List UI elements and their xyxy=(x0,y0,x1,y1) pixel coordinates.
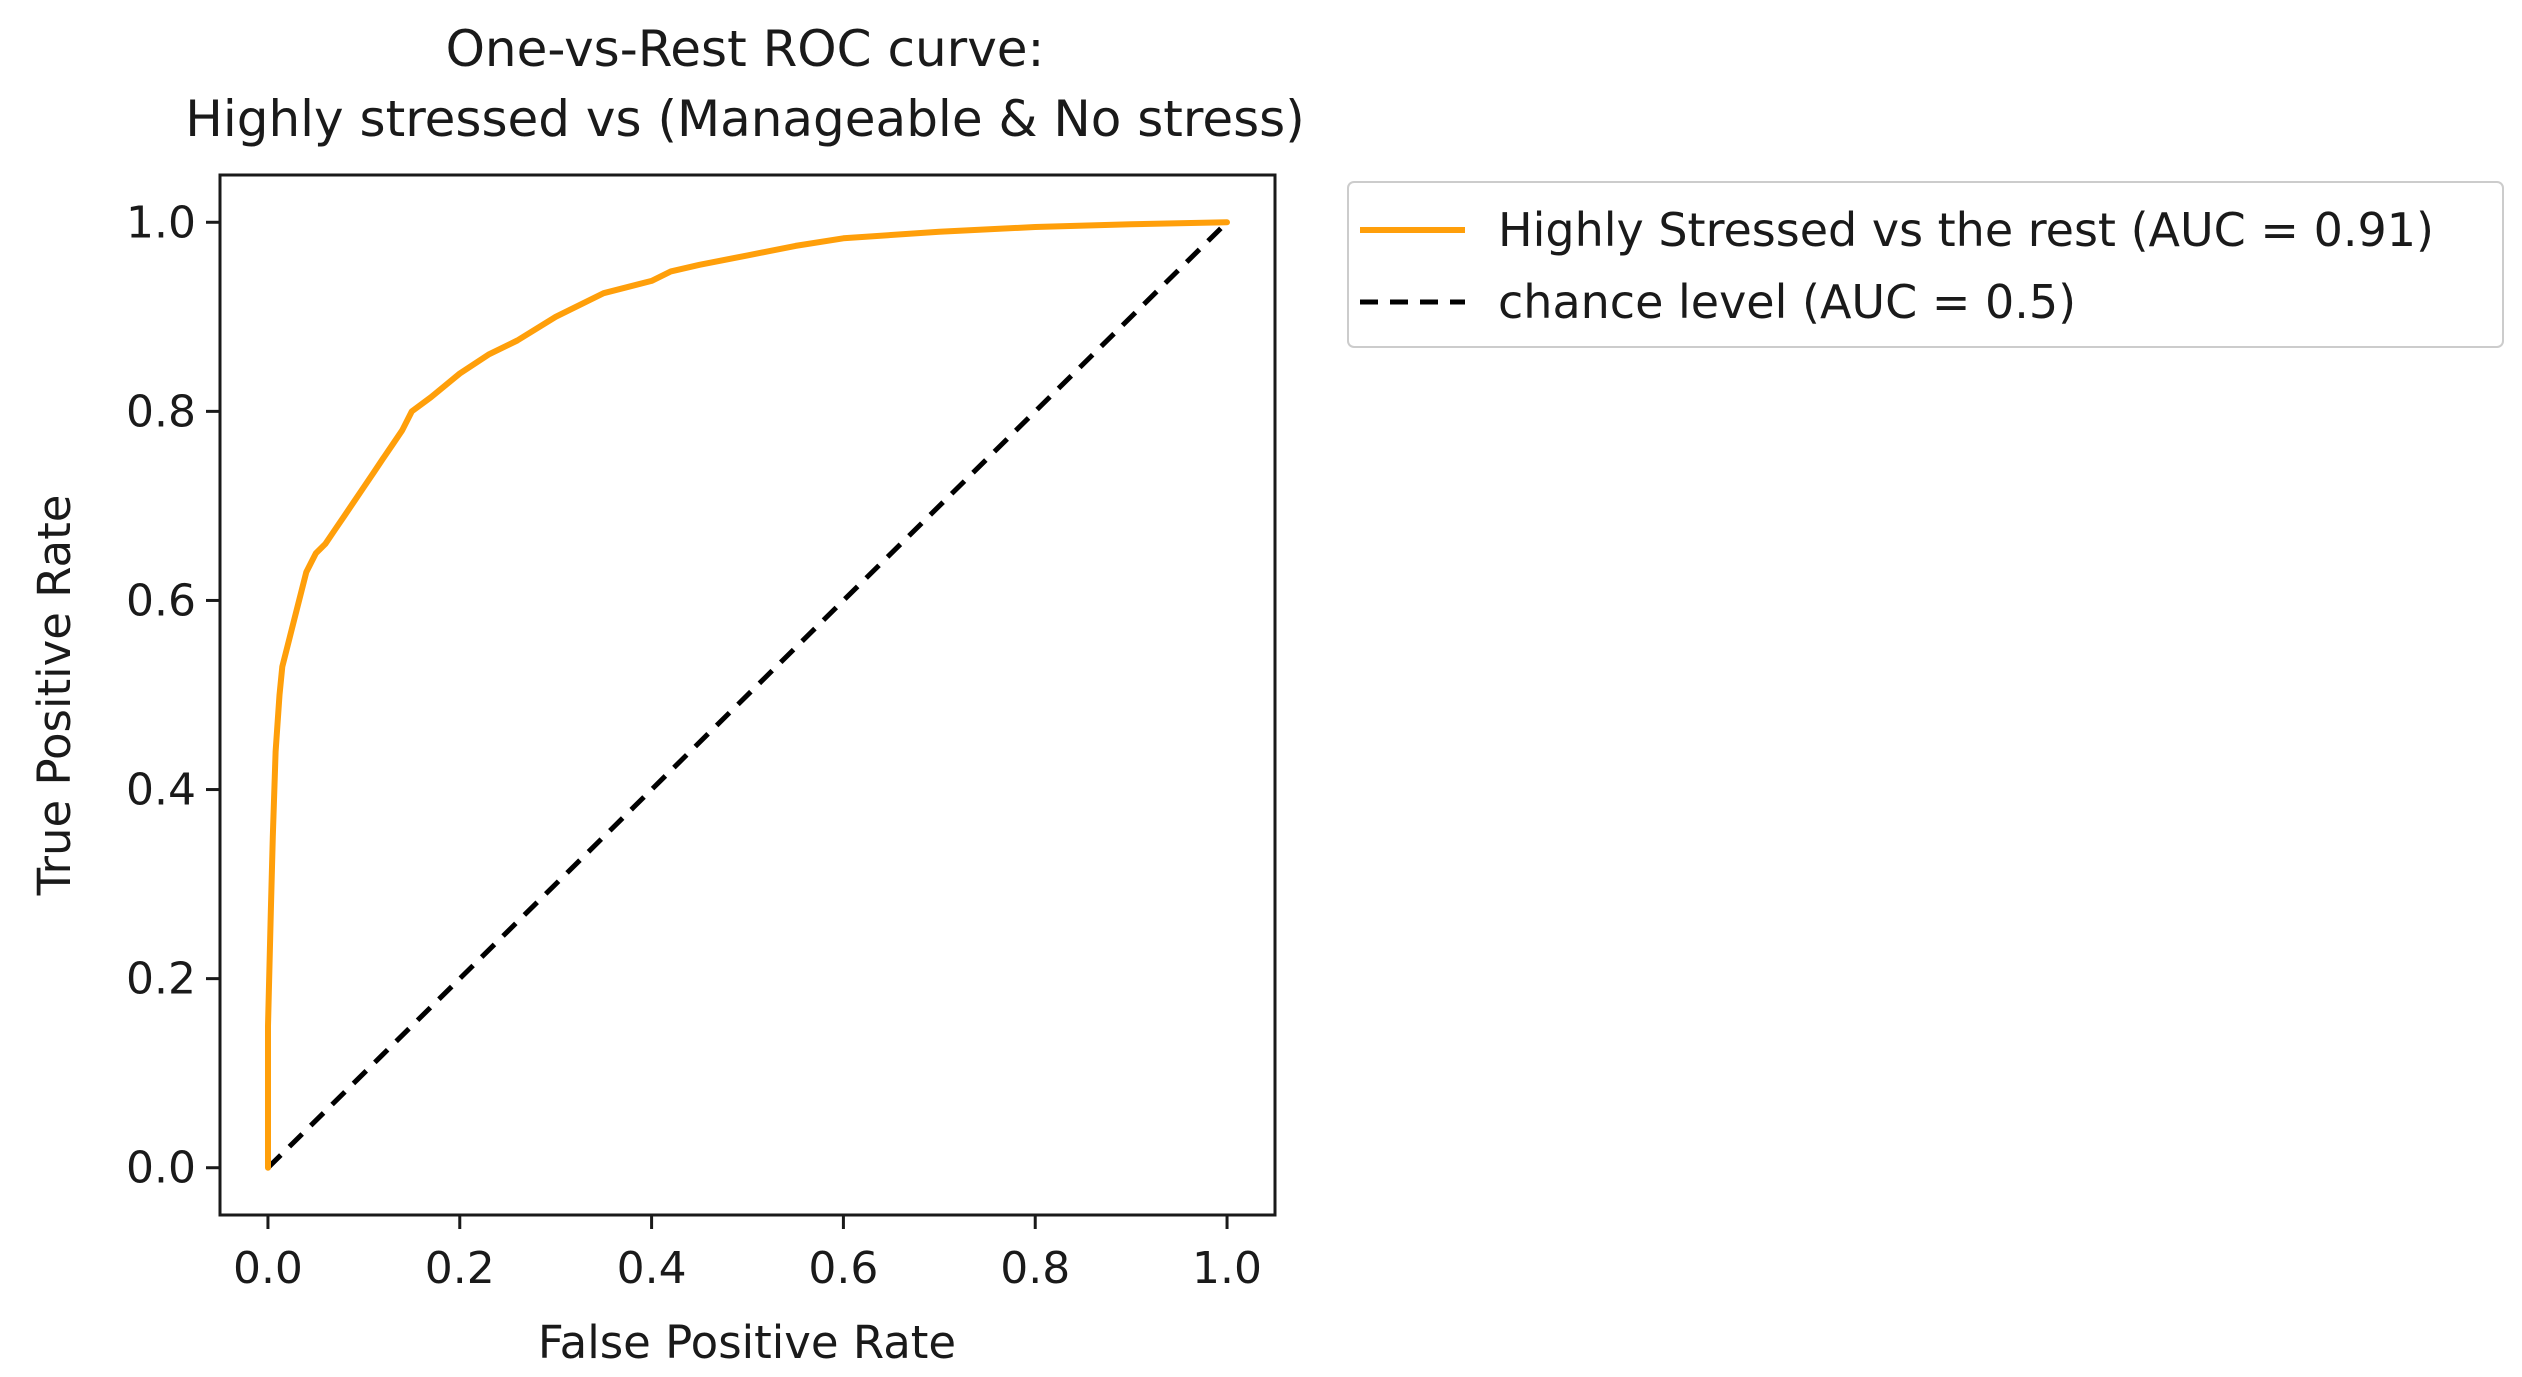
y-axis-label: True Positive Rate xyxy=(28,495,81,897)
legend-label-roc: Highly Stressed vs the rest (AUC = 0.91) xyxy=(1498,203,2434,257)
chance-level-line xyxy=(266,220,1229,1170)
legend: Highly Stressed vs the rest (AUC = 0.91)… xyxy=(1347,181,2504,348)
legend-label-chance: chance level (AUC = 0.5) xyxy=(1498,275,2076,329)
x-tick-label: 0.4 xyxy=(617,1243,687,1294)
x-tick-label: 0.6 xyxy=(808,1243,878,1294)
y-tick-label: 0.4 xyxy=(126,765,196,816)
chart-title-line-2: Highly stressed vs (Manageable & No stre… xyxy=(185,90,1304,148)
x-axis-label: False Positive Rate xyxy=(538,1316,956,1369)
y-axis-ticks: 0.0 0.2 0.4 0.6 0.8 1.0 xyxy=(126,197,220,1194)
x-tick-label: 1.0 xyxy=(1192,1243,1262,1294)
series-layer xyxy=(265,219,1230,1171)
x-tick-label: 0.8 xyxy=(1000,1243,1070,1294)
x-tick-label: 0.0 xyxy=(233,1243,303,1294)
chart-title-line-1: One-vs-Rest ROC curve: xyxy=(446,20,1045,78)
roc-curve-line xyxy=(265,219,1230,1171)
y-tick-label: 0.6 xyxy=(126,575,196,626)
x-tick-label: 0.2 xyxy=(425,1243,495,1294)
plot-area xyxy=(218,173,1277,1217)
y-tick-label: 0.2 xyxy=(126,954,196,1005)
y-tick-label: 1.0 xyxy=(126,197,196,248)
x-axis-ticks: 0.0 0.2 0.4 0.6 0.8 1.0 xyxy=(233,1215,1262,1294)
legend-box xyxy=(1347,181,2504,348)
y-tick-label: 0.8 xyxy=(126,386,196,437)
y-tick-label: 0.0 xyxy=(126,1143,196,1194)
